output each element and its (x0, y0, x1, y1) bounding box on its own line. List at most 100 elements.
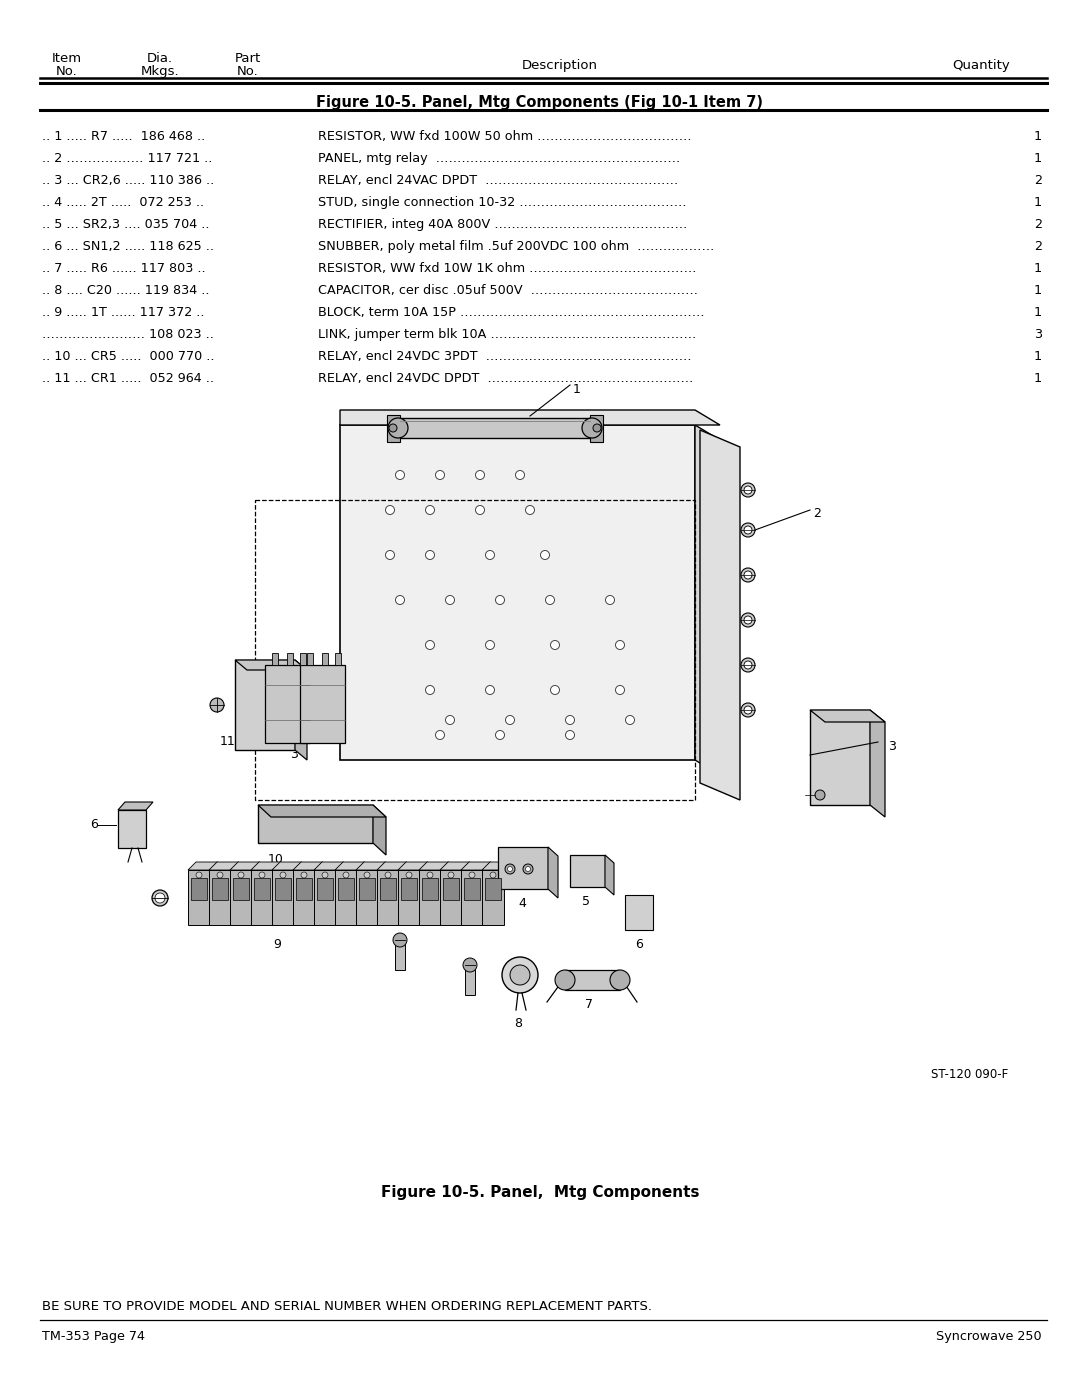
Polygon shape (275, 877, 291, 900)
Polygon shape (605, 855, 615, 895)
Polygon shape (440, 870, 462, 925)
Polygon shape (356, 862, 386, 870)
Text: 4: 4 (518, 897, 526, 909)
Circle shape (384, 872, 391, 877)
Circle shape (486, 550, 495, 560)
Text: Figure 10-5. Panel, Mtg Components (Fig 10-1 Item 7): Figure 10-5. Panel, Mtg Components (Fig … (316, 95, 764, 110)
Text: .. 4 ..... 2T .....  072 253 ..: .. 4 ..... 2T ..... 072 253 .. (42, 196, 204, 210)
Polygon shape (377, 870, 399, 925)
Polygon shape (482, 862, 512, 870)
Text: 3: 3 (291, 747, 298, 761)
Text: No.: No. (238, 66, 259, 78)
Text: .. 9 ..... 1T ...... 117 372 ..: .. 9 ..... 1T ...... 117 372 .. (42, 306, 204, 319)
Polygon shape (422, 877, 438, 900)
Text: .. 7 ..... R6 ...... 117 803 ..: .. 7 ..... R6 ...... 117 803 .. (42, 263, 205, 275)
Circle shape (435, 731, 445, 739)
Circle shape (741, 613, 755, 627)
Text: 1: 1 (1034, 351, 1042, 363)
Circle shape (386, 506, 394, 514)
Polygon shape (335, 862, 365, 870)
Text: .. 10 ... CR5 .....  000 770 ..: .. 10 ... CR5 ..... 000 770 .. (42, 351, 215, 363)
Circle shape (515, 471, 525, 479)
Circle shape (508, 866, 513, 872)
Circle shape (364, 872, 370, 877)
Circle shape (427, 872, 433, 877)
Text: Part: Part (234, 52, 261, 66)
Text: BE SURE TO PROVIDE MODEL AND SERIAL NUMBER WHEN ORDERING REPLACEMENT PARTS.: BE SURE TO PROVIDE MODEL AND SERIAL NUMB… (42, 1301, 652, 1313)
Circle shape (426, 640, 434, 650)
Polygon shape (118, 802, 153, 810)
Polygon shape (419, 870, 441, 925)
Polygon shape (485, 877, 501, 900)
Text: RELAY, encl 24VAC DPDT  ………………………………………: RELAY, encl 24VAC DPDT ……………………………………… (318, 175, 678, 187)
Circle shape (486, 686, 495, 694)
Polygon shape (565, 970, 620, 990)
Polygon shape (400, 418, 590, 439)
Circle shape (322, 872, 328, 877)
Polygon shape (322, 652, 328, 665)
Text: 3: 3 (1034, 328, 1042, 341)
Circle shape (616, 686, 624, 694)
Polygon shape (210, 862, 239, 870)
Text: 3: 3 (888, 740, 896, 753)
Circle shape (435, 471, 445, 479)
Polygon shape (296, 877, 312, 900)
Polygon shape (258, 805, 386, 817)
Text: RELAY, encl 24VDC DPDT  …………………………………………: RELAY, encl 24VDC DPDT ………………………………………… (318, 372, 693, 386)
Polygon shape (377, 862, 407, 870)
Circle shape (744, 486, 752, 495)
Text: Dia.: Dia. (147, 52, 173, 66)
Text: Figure 10-5. Panel,  Mtg Components: Figure 10-5. Panel, Mtg Components (381, 1185, 699, 1200)
Polygon shape (340, 425, 696, 760)
Circle shape (446, 715, 455, 725)
Circle shape (744, 705, 752, 714)
Polygon shape (230, 862, 260, 870)
Circle shape (744, 527, 752, 534)
Text: TM-353 Page 74: TM-353 Page 74 (42, 1330, 145, 1343)
Circle shape (741, 483, 755, 497)
Circle shape (475, 506, 485, 514)
Polygon shape (272, 862, 302, 870)
Circle shape (217, 872, 222, 877)
Circle shape (523, 863, 534, 875)
Polygon shape (212, 877, 228, 900)
Polygon shape (235, 659, 295, 750)
Circle shape (486, 640, 495, 650)
Text: 6: 6 (635, 937, 643, 951)
Text: Syncrowave 250: Syncrowave 250 (936, 1330, 1042, 1343)
Circle shape (582, 418, 602, 439)
Text: RESISTOR, WW fxd 10W 1K ohm …………………………………: RESISTOR, WW fxd 10W 1K ohm ………………………………… (318, 263, 697, 275)
Text: No.: No. (56, 66, 78, 78)
Circle shape (625, 715, 635, 725)
Polygon shape (387, 415, 400, 441)
Circle shape (526, 866, 530, 872)
Text: RESISTOR, WW fxd 100W 50 ohm ………………………………: RESISTOR, WW fxd 100W 50 ohm ……………………………… (318, 130, 691, 142)
Text: 1: 1 (1034, 284, 1042, 298)
Circle shape (815, 789, 825, 800)
Polygon shape (335, 870, 357, 925)
Text: 1: 1 (1034, 130, 1042, 142)
Text: Description: Description (522, 59, 598, 73)
Circle shape (606, 595, 615, 605)
Polygon shape (570, 855, 605, 887)
Polygon shape (548, 847, 558, 898)
Text: 5: 5 (582, 895, 590, 908)
Text: .. 11 ... CR1 .....  052 964 ..: .. 11 ... CR1 ..... 052 964 .. (42, 372, 214, 386)
Circle shape (426, 686, 434, 694)
Text: 2: 2 (1034, 218, 1042, 231)
Polygon shape (233, 877, 249, 900)
Polygon shape (287, 652, 293, 665)
Polygon shape (293, 862, 323, 870)
Text: 7: 7 (585, 997, 593, 1011)
Text: 11: 11 (220, 735, 235, 747)
Text: Item: Item (52, 52, 82, 66)
Circle shape (526, 506, 535, 514)
Text: SNUBBER, poly metal film .5uf 200VDC 100 ohm  ………………: SNUBBER, poly metal film .5uf 200VDC 100… (318, 240, 714, 253)
Circle shape (259, 872, 265, 877)
Polygon shape (399, 862, 428, 870)
Circle shape (502, 957, 538, 993)
Polygon shape (300, 652, 306, 665)
Circle shape (210, 698, 224, 712)
Circle shape (593, 425, 600, 432)
Circle shape (616, 640, 624, 650)
